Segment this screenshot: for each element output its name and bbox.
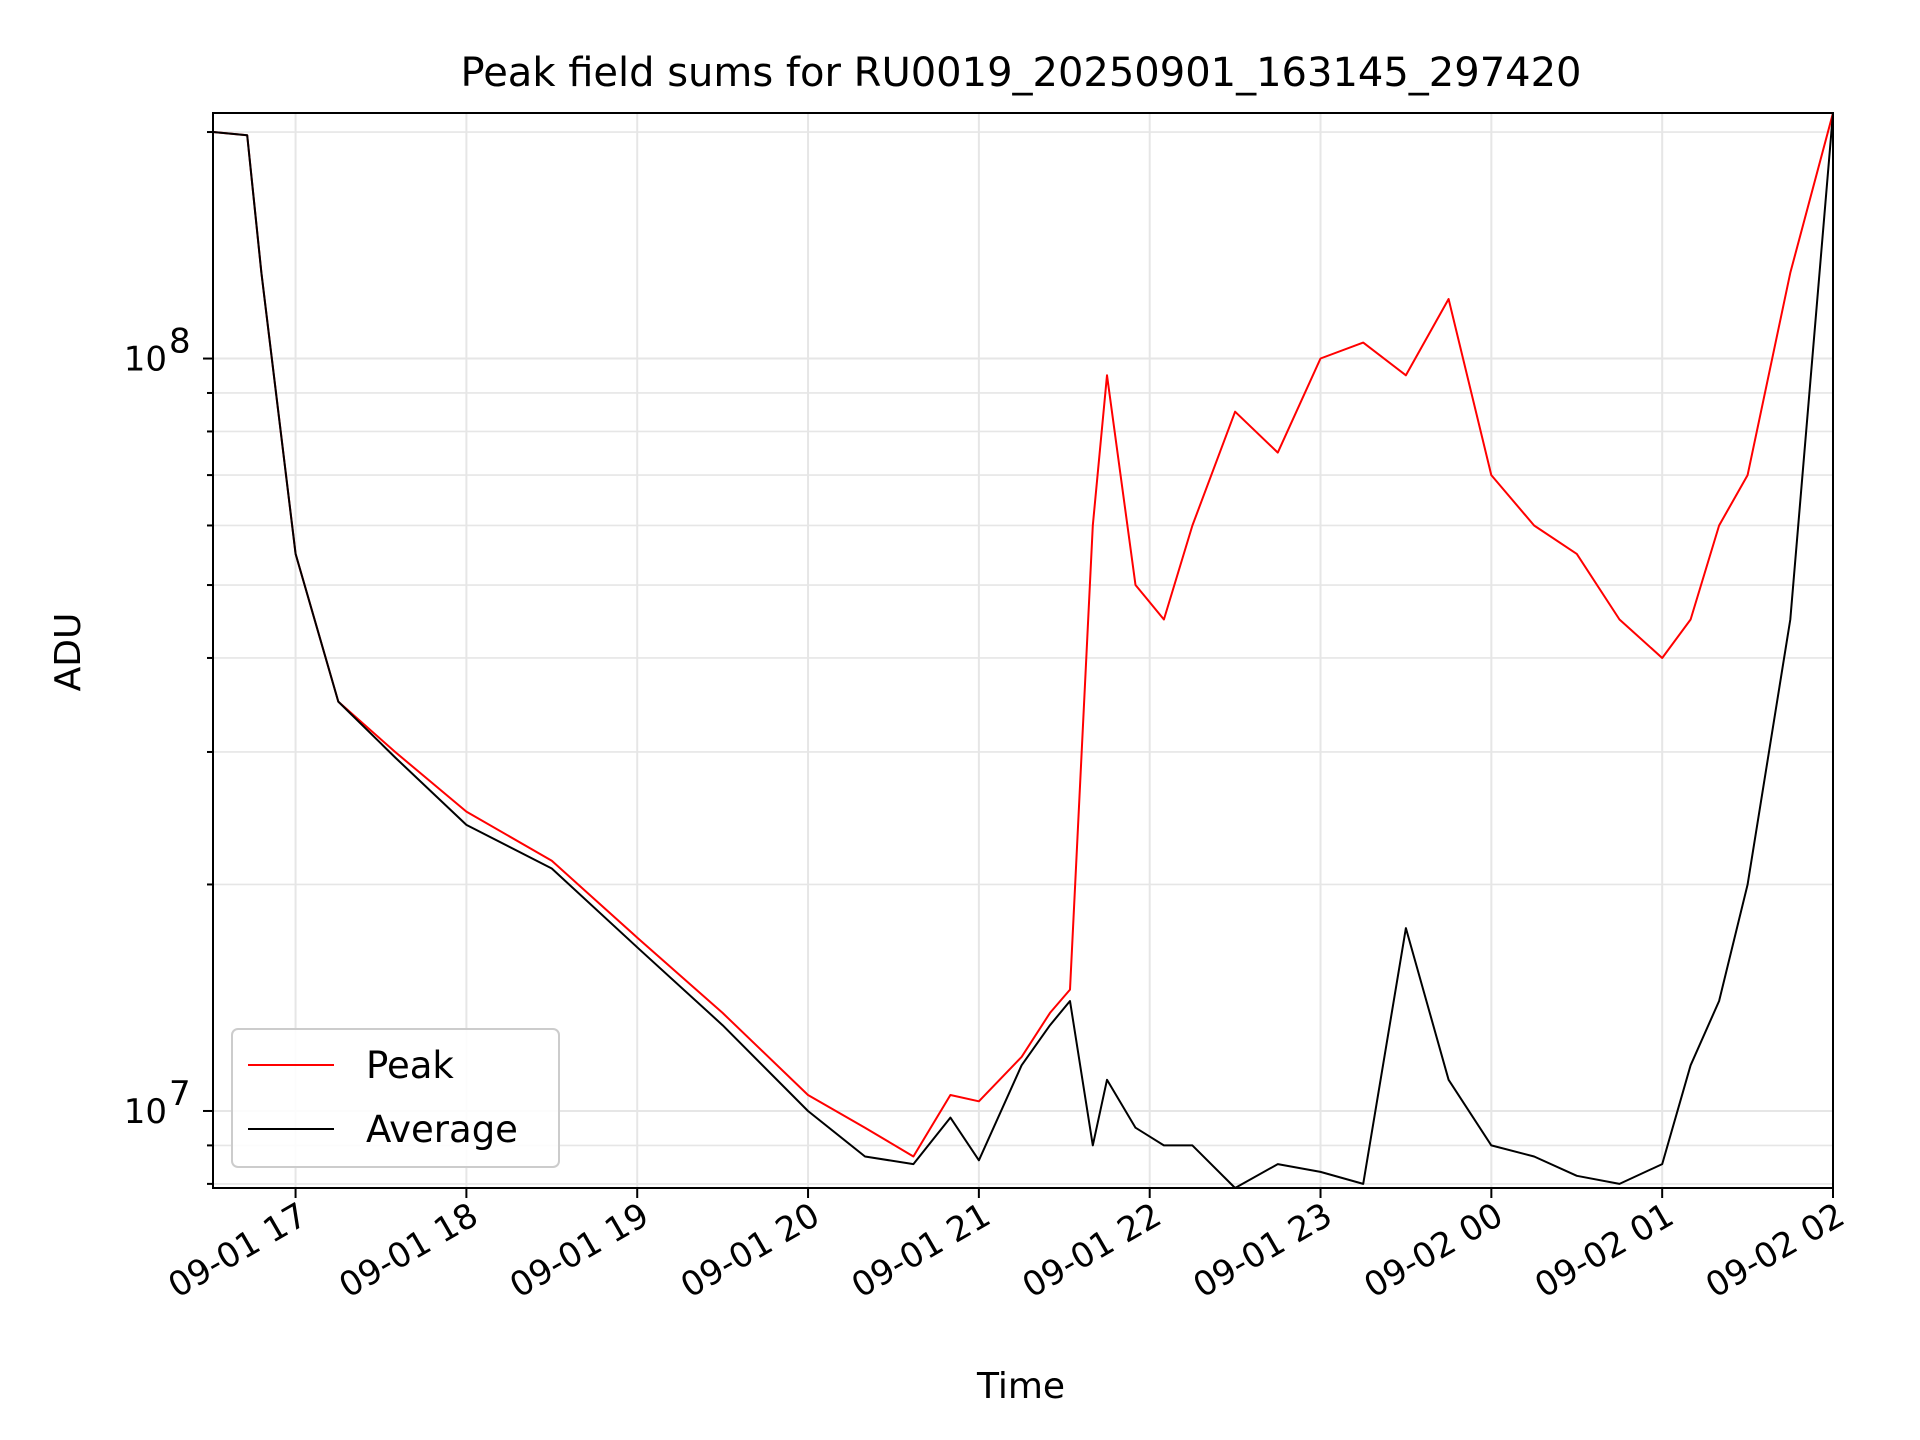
y-tick-label: 10 — [124, 1092, 167, 1132]
legend-label-peak: Peak — [366, 1044, 454, 1087]
legend-label-average: Average — [366, 1108, 518, 1151]
y-axis-label: ADU — [48, 613, 89, 692]
legend: Peak Average — [231, 1028, 560, 1168]
legend-box — [231, 1028, 560, 1168]
series-line-average — [212, 112, 1834, 1189]
series-lines — [212, 112, 1834, 1189]
y-tick-exponent: 8 — [169, 322, 191, 362]
plot-frame — [212, 112, 1834, 1189]
y-tick-exponent: 7 — [169, 1074, 191, 1114]
chart-title: Peak field sums for RU0019_20250901_1631… — [461, 50, 1582, 96]
series-line-peak — [212, 112, 1834, 1158]
x-axis-label: Time — [976, 1366, 1065, 1407]
y-tick-label: 10 — [124, 340, 167, 380]
